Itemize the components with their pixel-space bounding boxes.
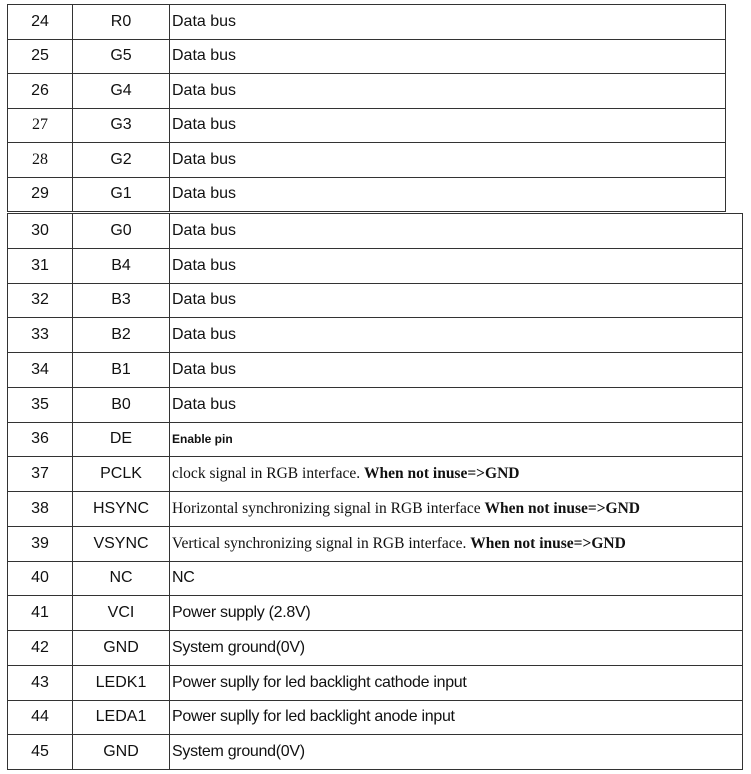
- pin-description: Data bus: [169, 107, 726, 143]
- table-row: 37 PCLK clock signal in RGB interface. Whe…: [7, 456, 743, 492]
- table-row: 38 HSYNC Horizontal synchronizing signal i…: [7, 491, 743, 527]
- description-note: When not inuse=>GND: [484, 499, 640, 517]
- pin-number: 44: [7, 699, 73, 736]
- pin-description: System ground(0V): [169, 630, 743, 666]
- pin-description: Data bus: [169, 4, 726, 40]
- pin-name: G1: [72, 176, 170, 212]
- pin-name: DE: [72, 421, 170, 458]
- pin-number: 39: [7, 525, 73, 562]
- pin-description: Data bus: [169, 352, 743, 388]
- pin-description: Data bus: [169, 247, 743, 284]
- pin-name: LEDK1: [72, 664, 170, 701]
- pin-number: 35: [7, 386, 73, 423]
- pin-description: Data bus: [169, 282, 743, 319]
- pin-number: 36: [7, 421, 73, 458]
- table-row: 31 B4 Data bus: [7, 247, 743, 284]
- pin-description: Power suplly for led backlight anode inp…: [169, 699, 743, 736]
- pin-description: Data bus: [169, 38, 726, 74]
- pin-name: GND: [72, 630, 170, 666]
- pin-number: 30: [7, 213, 73, 249]
- pin-name: GND: [72, 734, 170, 770]
- pin-description: clock signal in RGB interface. When not …: [169, 456, 743, 492]
- table-row: 40 NC NC: [7, 560, 743, 597]
- pin-description: Data bus: [169, 386, 743, 423]
- table-row: 33 B2 Data bus: [7, 317, 743, 353]
- pin-number: 37: [7, 456, 73, 492]
- pin-number: 41: [7, 595, 73, 631]
- pin-name: B4: [72, 247, 170, 284]
- pin-number: 25: [7, 38, 73, 74]
- pin-number: 32: [7, 282, 73, 319]
- description-text: Horizontal synchronizing signal in RGB i…: [172, 499, 485, 517]
- table-row: 36 DE Enable pin: [7, 421, 743, 458]
- description-note: When not inuse=>GND: [363, 465, 520, 483]
- description-note: When not inuse=>GND: [470, 534, 626, 552]
- pin-name: G5: [72, 38, 170, 74]
- pin-name: B2: [72, 317, 170, 353]
- table-row: 35 B0 Data bus: [7, 386, 743, 423]
- pin-number: 28: [7, 142, 73, 178]
- pin-table-top: 24 R0 Data bus 25 G5 Data bus 26 G4 Data bus 27 G3…: [7, 4, 726, 212]
- pin-table-bottom: 30 G0 Data bus 31 B4 Data bus 32 B3 Data bus 33 B2…: [7, 213, 743, 770]
- table-row: 25 G5 Data bus: [7, 38, 726, 74]
- table-row: 34 B1 Data bus: [7, 352, 743, 388]
- pin-name: G2: [72, 142, 170, 178]
- pin-name: G4: [72, 73, 170, 109]
- pin-number: 24: [7, 4, 73, 40]
- pin-name: B3: [72, 282, 170, 319]
- pin-description: Data bus: [169, 317, 743, 353]
- pin-number: 33: [7, 317, 73, 353]
- pin-description: Data bus: [169, 176, 726, 212]
- pin-number: 38: [7, 491, 73, 527]
- pin-description: NC: [169, 560, 743, 597]
- pin-name: HSYNC: [72, 491, 170, 527]
- pin-description: Power supply (2.8V): [169, 595, 743, 631]
- pin-description: Data bus: [169, 213, 743, 249]
- pin-number: 40: [7, 560, 73, 597]
- pin-number: 43: [7, 664, 73, 701]
- pin-description: Data bus: [169, 73, 726, 109]
- description-text: Vertical synchronizing signal in RGB int…: [172, 534, 471, 552]
- table-row: 30 G0 Data bus: [7, 213, 743, 249]
- pin-name: VSYNC: [72, 525, 170, 562]
- table-row: 44 LEDA1 Power suplly for led backlight an…: [7, 699, 743, 736]
- table-row: 41 VCI Power supply (2.8V): [7, 595, 743, 631]
- pin-name: G3: [72, 107, 170, 143]
- pin-number: 27: [7, 107, 73, 143]
- pin-name: G0: [72, 213, 170, 249]
- pin-name: B1: [72, 352, 170, 388]
- table-row: 32 B3 Data bus: [7, 282, 743, 319]
- table-row: 27 G3 Data bus: [7, 107, 726, 143]
- table-row: 29 G1 Data bus: [7, 176, 726, 212]
- pin-description: System ground(0V): [169, 734, 743, 770]
- table-row: 28 G2 Data bus: [7, 142, 726, 178]
- pin-number: 29: [7, 176, 73, 212]
- pin-number: 26: [7, 73, 73, 109]
- pin-description: Vertical synchronizing signal in RGB int…: [169, 525, 743, 562]
- pin-name: NC: [72, 560, 170, 597]
- pin-name: B0: [72, 386, 170, 423]
- pin-name: VCI: [72, 595, 170, 631]
- description-text: clock signal in RGB interface.: [172, 465, 364, 483]
- pin-number: 45: [7, 734, 73, 770]
- pin-description: Data bus: [169, 142, 726, 178]
- pin-description: Horizontal synchronizing signal in RGB i…: [169, 491, 743, 527]
- pin-name: R0: [72, 4, 170, 40]
- table-row: 24 R0 Data bus: [7, 4, 726, 40]
- pin-number: 31: [7, 247, 73, 284]
- pin-name: LEDA1: [72, 699, 170, 736]
- pin-description: Power suplly for led backlight cathode i…: [169, 664, 743, 701]
- pin-description: Enable pin: [169, 421, 743, 458]
- table-row: 39 VSYNC Vertical synchronizing signal in …: [7, 525, 743, 562]
- table-row: 42 GND System ground(0V): [7, 630, 743, 666]
- pin-number: 34: [7, 352, 73, 388]
- table-row: 43 LEDK1 Power suplly for led backlight ca…: [7, 664, 743, 701]
- pin-name: PCLK: [72, 456, 170, 492]
- pin-number: 42: [7, 630, 73, 666]
- table-row: 26 G4 Data bus: [7, 73, 726, 109]
- table-row: 45 GND System ground(0V): [7, 734, 743, 770]
